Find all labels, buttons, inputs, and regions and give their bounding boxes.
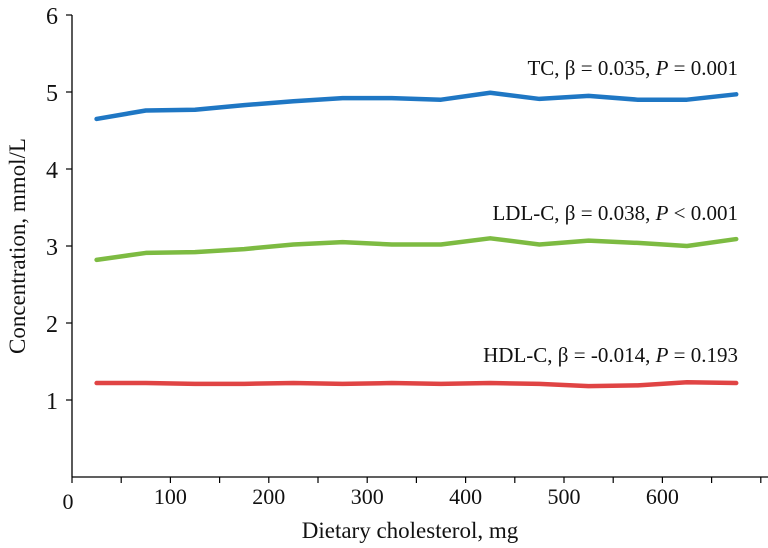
y-tick-label: 6	[46, 4, 58, 30]
series-line-ldl-c	[94, 236, 739, 263]
x-tick-label: 0	[63, 489, 74, 514]
y-axis-label: Concentration, mmol/L	[5, 138, 30, 354]
series-annotation-hdl-c: HDL-C, β = -0.014, P = 0.193	[483, 343, 738, 367]
y-tick-label: 2	[46, 312, 58, 338]
x-tick-label: 100	[154, 484, 187, 509]
y-tick-label: 1	[46, 389, 58, 415]
x-tick-label: 300	[351, 484, 384, 509]
axes: 1 2 3 4 5 6 0 100 200 300 400 500 600	[46, 4, 768, 514]
x-tick-label: 500	[548, 484, 581, 509]
series-annotation-tc: TC, β = 0.035, P = 0.001	[527, 56, 738, 80]
y-tick-label: 4	[46, 158, 58, 184]
x-tick-label: 400	[449, 484, 482, 509]
y-tick-label: 5	[46, 81, 58, 107]
x-tick-label: 200	[252, 484, 285, 509]
y-tick-label: 3	[46, 235, 58, 261]
series-line-hdl-c	[94, 380, 739, 389]
series-annotation-ldl-c: LDL-C, β = 0.038, P < 0.001	[492, 201, 738, 225]
x-tick-label: 600	[646, 484, 679, 509]
series-lines	[94, 90, 739, 389]
series-line-tc	[94, 90, 739, 122]
x-axis-label: Dietary cholesterol, mg	[302, 518, 519, 543]
annotations: TC, β = 0.035, P = 0.001 LDL-C, β = 0.038…	[483, 56, 738, 367]
